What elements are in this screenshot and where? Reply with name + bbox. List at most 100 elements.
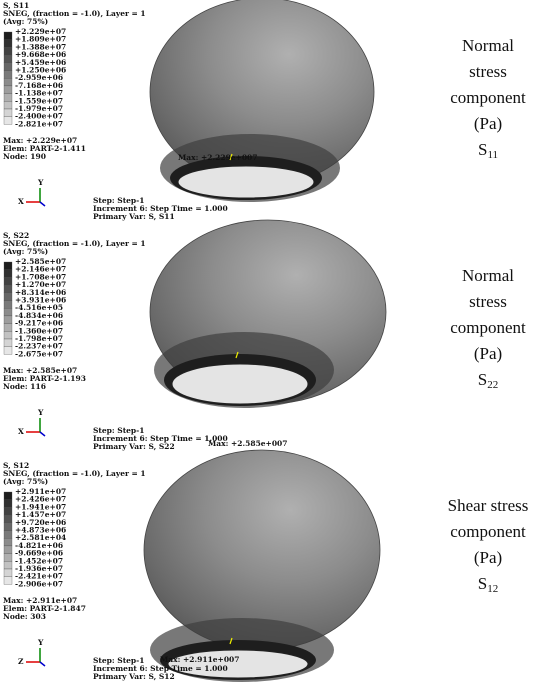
caption-symbol: S22 xyxy=(478,370,498,391)
legend-value: -2.675e+07 xyxy=(15,349,63,358)
axis-d xyxy=(39,661,46,667)
step-info: Increment 6: Step Time = 1.000 xyxy=(93,434,228,443)
legend-swatch xyxy=(3,346,13,355)
legend-value: -7.168e+06 xyxy=(15,81,63,90)
legend-value: +2.911e+07 xyxy=(15,487,66,496)
subscript: 11 xyxy=(487,149,498,161)
step-info: Primary Var: S, S12 xyxy=(93,672,175,681)
legend-value: +9.668e+06 xyxy=(15,50,66,59)
axis-label: X xyxy=(18,197,24,206)
caption: Normal xyxy=(462,36,514,55)
legend-value: -1.360e+07 xyxy=(15,326,63,335)
caption: component xyxy=(450,522,526,541)
caption: stress xyxy=(469,62,507,81)
legend-swatch xyxy=(3,530,13,539)
legend-value: -2.959e+06 xyxy=(15,73,63,82)
legend-swatch xyxy=(3,101,13,110)
legend-value: +1.457e+07 xyxy=(15,510,66,519)
max-marker xyxy=(229,637,233,645)
legend-swatch xyxy=(3,284,13,293)
legend-swatch xyxy=(3,39,13,48)
legend-swatch xyxy=(3,576,13,585)
legend-header: S, S22 xyxy=(3,231,29,240)
legend-swatch xyxy=(3,31,13,40)
legend-swatch xyxy=(3,491,13,500)
legend-swatch xyxy=(3,292,13,301)
legend-swatch xyxy=(3,93,13,102)
legend-value: +2.581e+04 xyxy=(15,533,66,542)
legend-value: +3.931e+06 xyxy=(15,296,66,305)
axis-label: Y xyxy=(37,638,44,647)
legend-swatch xyxy=(3,300,13,309)
step-info: Primary Var: S, S22 xyxy=(93,442,175,451)
legend-header: S, S12 xyxy=(3,461,29,470)
legend-value: -1.979e+07 xyxy=(15,104,63,113)
caption: (Pa) xyxy=(474,344,502,363)
legend-value: +1.250e+06 xyxy=(15,66,66,75)
legend-header: (Avg: 75%) xyxy=(3,247,48,256)
legend-value: -4.821e+06 xyxy=(15,541,63,550)
legend-value: +4.873e+06 xyxy=(15,526,66,535)
opening xyxy=(177,165,315,199)
caption: stress xyxy=(469,292,507,311)
max-info: Elem: PART-2-1.193 xyxy=(3,374,86,383)
max-info: Elem: PART-2-1.411 xyxy=(3,144,86,153)
caption-symbol: S12 xyxy=(478,574,498,595)
legend-swatch xyxy=(3,323,13,332)
legend-value: +2.146e+07 xyxy=(15,265,66,274)
legend-swatch xyxy=(3,315,13,324)
step-info: Step: Step-1 xyxy=(93,426,145,435)
legend-swatch xyxy=(3,308,13,317)
max-info: Node: 190 xyxy=(3,152,46,161)
max-marker xyxy=(229,153,233,161)
legend-value: +8.314e+06 xyxy=(15,288,66,297)
legend-value: -1.798e+07 xyxy=(15,334,63,343)
legend-header: SNEG, (fraction = -1.0), Layer = 1 xyxy=(3,469,146,478)
legend-header: (Avg: 75%) xyxy=(3,17,48,26)
max-info: Node: 303 xyxy=(3,612,46,621)
legend-value: +2.229e+07 xyxy=(15,27,66,36)
axis-label: Z xyxy=(18,657,24,666)
legend-value: -2.906e+07 xyxy=(15,579,63,588)
max-label: Max: +2.585e+007 xyxy=(208,439,288,448)
legend-swatch xyxy=(3,522,13,531)
legend-swatch xyxy=(3,514,13,523)
symbol: S xyxy=(478,140,487,159)
legend-swatch xyxy=(3,538,13,547)
legend-swatch xyxy=(3,277,13,286)
legend-header: SNEG, (fraction = -1.0), Layer = 1 xyxy=(3,9,146,18)
caption: component xyxy=(450,318,526,337)
legend-value: +2.426e+07 xyxy=(15,495,66,504)
legend-value: +5.459e+06 xyxy=(15,58,66,67)
legend-swatch xyxy=(3,545,13,554)
legend-swatch xyxy=(3,108,13,117)
legend-swatch xyxy=(3,85,13,94)
subscript: 12 xyxy=(487,583,498,595)
legend-value: -4.516e+05 xyxy=(15,303,63,312)
caption-symbol: S11 xyxy=(478,140,498,161)
opening xyxy=(171,363,309,405)
legend-value: -2.237e+07 xyxy=(15,342,63,351)
caption: Shear stress xyxy=(448,496,529,515)
legend-swatch xyxy=(3,70,13,79)
legend-value: -9.217e+06 xyxy=(15,319,63,328)
axis-d xyxy=(39,431,46,437)
opening xyxy=(167,649,309,679)
legend-swatch xyxy=(3,47,13,56)
legend-swatch xyxy=(3,116,13,125)
legend-swatch xyxy=(3,553,13,562)
symbol: S xyxy=(478,370,487,389)
max-info: Max: +2.585e+07 xyxy=(3,366,77,375)
max-info: Node: 116 xyxy=(3,382,46,391)
legend-value: -1.138e+07 xyxy=(15,89,63,98)
legend-value: +1.388e+07 xyxy=(15,42,66,51)
subscript: 22 xyxy=(487,379,498,391)
step-info: Step: Step-1 xyxy=(93,196,145,205)
symbol: S xyxy=(478,574,487,593)
legend-header: (Avg: 75%) xyxy=(3,477,48,486)
legend-value: -1.559e+07 xyxy=(15,96,63,105)
legend-value: -4.834e+06 xyxy=(15,311,63,320)
